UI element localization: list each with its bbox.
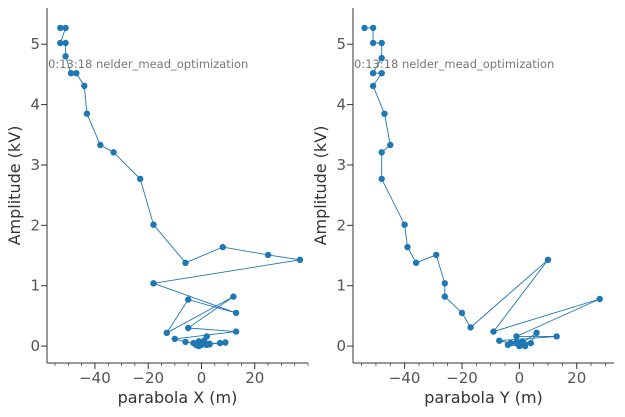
data-point: [361, 24, 368, 32]
data-point: [378, 39, 385, 47]
data-point: [544, 256, 552, 263]
data-point: [150, 280, 157, 287]
data-point: [67, 70, 75, 77]
data-point: [533, 329, 540, 336]
y-tick-label: 0: [30, 337, 40, 355]
y-axis-label: Amplitude (kV): [5, 126, 24, 246]
data-point: [206, 340, 213, 347]
data-point: [504, 341, 512, 349]
y-tick-label: 2: [30, 216, 40, 234]
data-point: [401, 221, 408, 228]
x-tick-label: −40: [389, 369, 421, 387]
x-tick-label: 0: [197, 369, 207, 387]
data-point: [521, 342, 529, 350]
data-point: [441, 293, 448, 300]
data-point: [369, 39, 377, 47]
data-point: [195, 338, 202, 345]
data-point: [513, 333, 520, 340]
data-point: [513, 339, 520, 346]
y-tick-label: 5: [30, 35, 40, 53]
data-point: [62, 39, 69, 47]
x-axis-label: parabola X (m): [118, 388, 238, 407]
data-point: [230, 293, 237, 300]
y-tick-label: 4: [336, 96, 346, 114]
data-point: [378, 70, 385, 77]
y-tick-label: 4: [30, 96, 40, 114]
data-point: [369, 82, 377, 90]
data-point: [81, 82, 88, 90]
data-point: [232, 309, 240, 317]
optimization-annotation: 0:13:18 nelder_mead_optimization: [354, 57, 554, 71]
data-point: [553, 333, 560, 340]
right-panel: −40 −20 0 20 0 1 2 3 4 5 parabola Y (m) Amplitude (…: [311, 8, 614, 407]
data-point: [222, 339, 229, 346]
data-point: [527, 339, 534, 347]
x-tick-label: 20: [567, 369, 586, 387]
data-point: [369, 24, 377, 32]
data-point: [57, 24, 64, 32]
data-point: [404, 243, 411, 251]
data-point: [596, 295, 603, 303]
data-point: [185, 296, 192, 303]
data-point: [496, 337, 503, 344]
data-point: [182, 259, 189, 266]
x-tick-label: 0: [515, 369, 525, 387]
y-tick-label: 2: [336, 216, 346, 234]
data-point: [412, 259, 420, 266]
x-axis-label: parabola Y (m): [424, 388, 543, 407]
y-tick-label: 0: [336, 337, 346, 355]
data-point: [378, 149, 385, 156]
data-point: [62, 24, 69, 32]
data-point: [369, 70, 377, 77]
data-point: [378, 54, 385, 62]
y-tick-label: 1: [30, 277, 40, 295]
data-point: [381, 110, 388, 117]
y-tick-label: 5: [336, 35, 346, 53]
y-tick-label: 1: [336, 277, 346, 295]
x-tick-label: −20: [446, 369, 478, 387]
optimization-annotation: 0:13:18 nelder_mead_optimization: [48, 57, 248, 71]
data-point: [97, 141, 104, 149]
data-point: [232, 328, 240, 335]
data-point: [433, 251, 440, 259]
data-point: [441, 280, 448, 287]
data-point: [490, 328, 497, 335]
series-line: [364, 27, 600, 347]
data-point: [83, 110, 91, 117]
left-panel: −40 −20 0 20 0 1 2 3 4 5 parabola X (m) Amplitude (…: [5, 8, 309, 407]
data-point: [62, 53, 69, 60]
y-tick-label: 3: [30, 156, 40, 174]
data-point: [57, 39, 64, 47]
data-point: [150, 221, 157, 228]
series-line: [59, 27, 301, 347]
data-point: [467, 324, 474, 331]
data-point: [458, 309, 466, 317]
x-tick-label: 20: [245, 369, 264, 387]
data-point: [387, 141, 394, 149]
x-tick-label: −40: [79, 369, 111, 387]
data-point: [216, 339, 224, 347]
x-tick-label: −20: [132, 369, 164, 387]
data-point: [185, 324, 192, 332]
y-tick-label: 3: [336, 156, 346, 174]
data-point: [378, 175, 385, 183]
data-point: [182, 338, 189, 346]
data-point: [219, 243, 226, 251]
data-point: [163, 329, 170, 336]
data-point: [137, 175, 144, 183]
y-axis-label: Amplitude (kV): [311, 126, 330, 246]
data-point: [171, 335, 178, 343]
data-point: [296, 256, 304, 263]
data-point: [110, 149, 117, 156]
data-point: [264, 251, 272, 259]
data-point: [73, 70, 80, 77]
